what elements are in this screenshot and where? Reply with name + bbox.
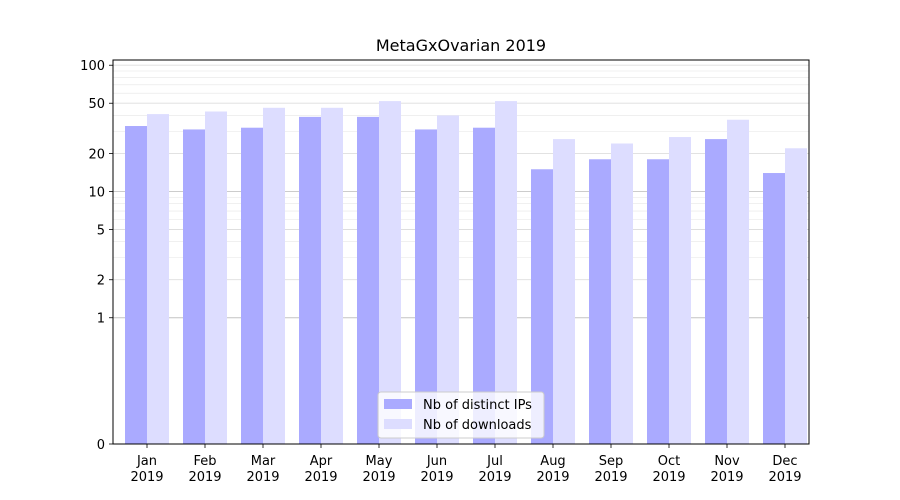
legend-label: Nb of distinct IPs	[423, 398, 532, 413]
x-tick-label-year: 2019	[130, 470, 163, 485]
x-tick-label-month: May	[366, 454, 393, 469]
y-tick-label: 0	[97, 438, 105, 453]
x-tick-label-year: 2019	[536, 470, 569, 485]
bar-nb-of-downloads-may	[379, 101, 401, 444]
y-tick-label: 20	[88, 147, 105, 162]
x-tick-label-month: Jul	[486, 454, 503, 469]
axes	[109, 59, 810, 448]
legend-swatch	[384, 399, 412, 409]
x-tick-label-month: Oct	[658, 454, 680, 469]
x-tick-label-month: Dec	[772, 454, 797, 469]
x-tick-label-month: Jun	[426, 454, 447, 469]
x-tick-label-year: 2019	[710, 470, 743, 485]
bar-nb-of-distinct-ips-sep	[589, 159, 611, 445]
legend: Nb of distinct IPs Nb of downloads	[377, 391, 545, 439]
x-tick-label-month: Feb	[193, 454, 216, 469]
x-tick-label-month: Aug	[540, 454, 565, 469]
x-tick-label-year: 2019	[188, 470, 221, 485]
x-tick-label-year: 2019	[768, 470, 801, 485]
x-tick-label-month: Sep	[599, 454, 624, 469]
y-tick-label: 100	[80, 59, 105, 74]
chart-title: MetaGxOvarian 2019	[376, 36, 546, 55]
bar-nb-of-distinct-ips-mar	[241, 127, 263, 445]
bar-nb-of-downloads-sep	[611, 143, 633, 444]
y-tick-label: 5	[97, 223, 105, 238]
bar-nb-of-distinct-ips-jan	[125, 126, 147, 444]
bar-nb-of-distinct-ips-jul	[473, 127, 495, 445]
x-tick-label-month: Apr	[310, 454, 333, 469]
bar-nb-of-downloads-jan	[147, 114, 169, 445]
plot-frame	[112, 59, 810, 445]
x-tick-label-month: Mar	[251, 454, 276, 469]
bar-nb-of-distinct-ips-feb	[183, 129, 205, 444]
bar-nb-of-downloads-jul	[495, 101, 517, 444]
bar-nb-of-distinct-ips-apr	[299, 116, 321, 445]
x-tick-label-month: Jan	[136, 454, 157, 469]
x-tick-label-year: 2019	[594, 470, 627, 485]
bar-nb-of-downloads-apr	[321, 107, 343, 444]
bar-nb-of-downloads-feb	[205, 111, 227, 445]
legend-swatch	[384, 419, 412, 429]
bar-nb-of-distinct-ips-oct	[647, 159, 669, 445]
bar-nb-of-distinct-ips-may	[357, 116, 379, 445]
bar-nb-of-distinct-ips-nov	[705, 139, 727, 444]
bar-nb-of-distinct-ips-jun	[415, 129, 437, 444]
y-tick-label: 1	[97, 312, 105, 327]
bar-nb-of-downloads-jun	[437, 115, 459, 445]
x-tick-label-year: 2019	[652, 470, 685, 485]
y-tick-label: 10	[88, 185, 105, 200]
legend-box	[377, 391, 545, 439]
legend-label: Nb of downloads	[423, 418, 532, 433]
x-tick-label-year: 2019	[362, 470, 395, 485]
bar-nb-of-downloads-mar	[263, 107, 285, 444]
tick-labels: Jan2019Feb2019Mar2019Apr2019May2019Jun20…	[80, 59, 801, 485]
bar-nb-of-downloads-oct	[669, 137, 691, 444]
x-tick-label-year: 2019	[246, 470, 279, 485]
bar-nb-of-distinct-ips-dec	[763, 173, 785, 444]
x-tick-label-year: 2019	[420, 470, 453, 485]
y-tick-label: 50	[88, 97, 105, 112]
x-tick-label-year: 2019	[478, 470, 511, 485]
x-tick-label-month: Nov	[714, 454, 740, 469]
x-tick-label-year: 2019	[304, 470, 337, 485]
y-tick-label: 2	[97, 274, 105, 289]
bar-nb-of-distinct-ips-aug	[531, 169, 553, 444]
bar-nb-of-downloads-aug	[553, 139, 575, 444]
grid-lines	[113, 64, 809, 319]
bars	[125, 101, 807, 445]
bar-nb-of-downloads-dec	[785, 148, 807, 444]
bar-nb-of-downloads-nov	[727, 119, 749, 445]
